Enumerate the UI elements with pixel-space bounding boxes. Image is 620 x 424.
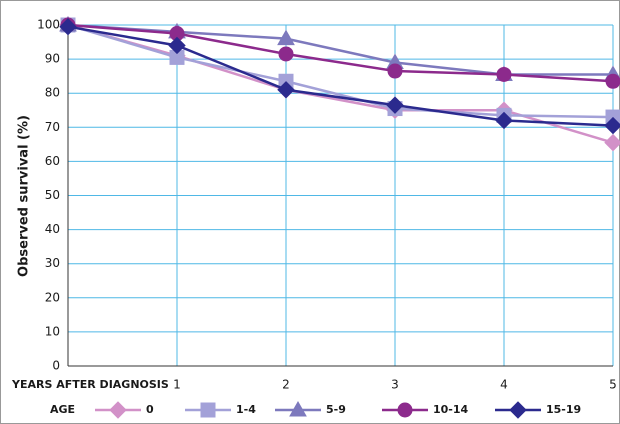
- data-point: [59, 17, 77, 36]
- legend-marker: [289, 400, 307, 417]
- y-tick-label: 70: [45, 120, 60, 134]
- y-tick-label: 30: [45, 256, 60, 270]
- y-tick-label: 90: [45, 52, 60, 66]
- y-tick-label: 100: [37, 18, 60, 32]
- data-point: [604, 133, 620, 152]
- data-point: [386, 96, 404, 114]
- y-tick-label: 60: [45, 154, 60, 168]
- y-tick-label: 20: [45, 290, 60, 304]
- legend-label: 15-19: [546, 403, 581, 416]
- data-point: [168, 36, 186, 55]
- data-point: [496, 66, 512, 82]
- data-point: [278, 46, 294, 62]
- x-tick-label: 3: [391, 378, 399, 392]
- legend-marker: [200, 402, 216, 418]
- legend-label: 10-14: [433, 403, 469, 416]
- x-tick-label: 1: [173, 378, 181, 392]
- data-point: [605, 73, 620, 89]
- x-tick-label: 2: [282, 378, 290, 392]
- x-tick-label: 5: [609, 378, 617, 392]
- x-axis-label: YEARS AFTER DIAGNOSIS: [11, 378, 169, 391]
- series-line: [67, 23, 614, 83]
- legend-label: 0: [146, 403, 154, 416]
- y-tick-label: 50: [45, 188, 60, 202]
- y-tick-label: 10: [45, 324, 60, 338]
- data-point: [277, 81, 295, 99]
- data-point: [277, 29, 295, 46]
- x-tick-label: 4: [500, 378, 508, 392]
- data-point: [387, 63, 403, 79]
- legend-label: 5-9: [326, 403, 346, 416]
- data-point: [604, 116, 620, 135]
- legend-marker: [397, 402, 413, 418]
- data-point: [495, 111, 513, 130]
- series-line: [67, 25, 614, 127]
- series-line: [67, 23, 614, 144]
- y-tick-label: 80: [45, 86, 60, 100]
- y-tick-label: 0: [52, 359, 60, 373]
- y-tick-label: 40: [45, 222, 60, 236]
- legend-marker: [109, 401, 127, 419]
- series-line: [67, 23, 614, 119]
- legend-marker: [509, 401, 527, 419]
- legend-label: 1-4: [236, 403, 256, 416]
- y-axis-label: Observed survival (%): [17, 115, 32, 277]
- legend-title: AGE: [50, 403, 75, 416]
